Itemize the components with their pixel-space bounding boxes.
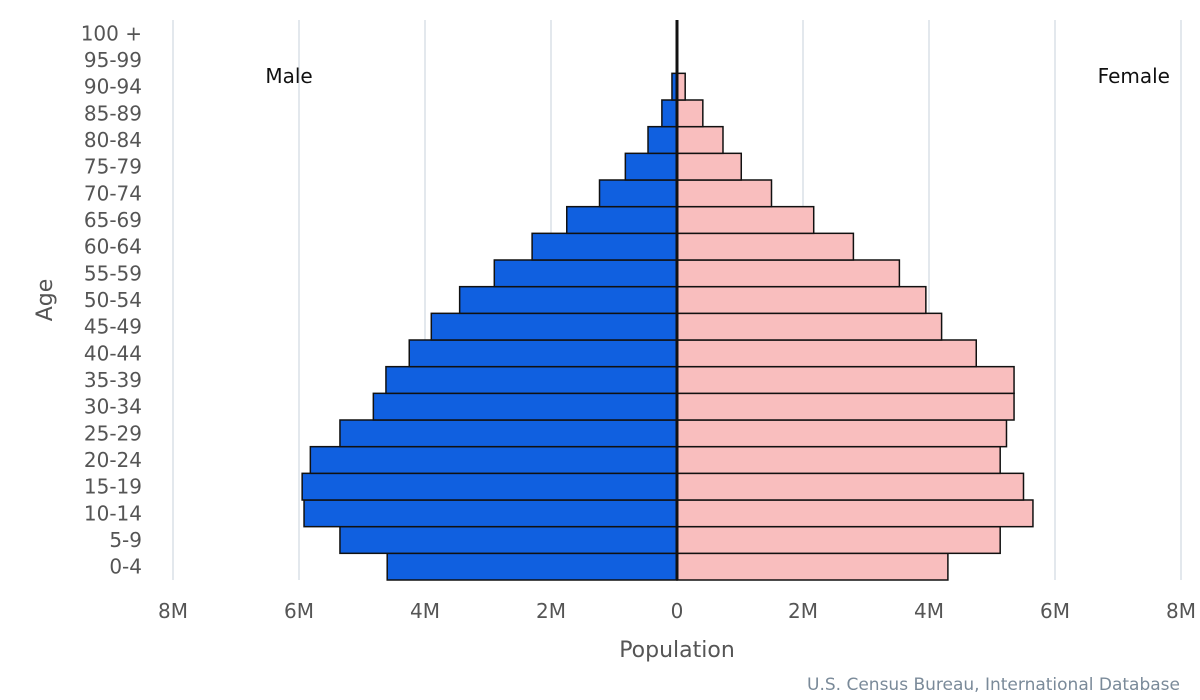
bar-female-40-44 <box>676 339 977 368</box>
bar-female-35-39 <box>676 365 1015 395</box>
bar-male-20-24 <box>309 445 678 475</box>
bar-male-40-44 <box>408 339 678 368</box>
x-tick-label: 4M <box>410 599 440 623</box>
y-tick-label: 85-89 <box>84 101 142 125</box>
bar-male-80-84 <box>647 125 678 155</box>
y-tick-label: 60-64 <box>84 235 142 259</box>
bar-male-85-89 <box>661 99 678 128</box>
y-tick-label: 15-19 <box>84 475 142 499</box>
y-axis-title: Age <box>33 279 58 322</box>
x-tick-label: 2M <box>536 599 566 623</box>
bar-female-0-4 <box>676 552 949 581</box>
x-tick-label: 4M <box>914 599 944 623</box>
x-tick-labels: 8M 6M 4M 2M 0 2M 4M 6M 8M <box>158 599 1196 623</box>
y-tick-label: 55-59 <box>84 261 142 285</box>
bar-female-70-74 <box>676 179 773 208</box>
y-tick-label: 5-9 <box>109 528 142 552</box>
bar-male-60-64 <box>531 232 678 261</box>
bar-male-70-74 <box>598 179 678 208</box>
bar-male-25-29 <box>339 419 678 448</box>
bar-male-65-69 <box>566 205 678 235</box>
bar-female-20-24 <box>676 445 1001 475</box>
x-tick-label: 8M <box>158 599 188 623</box>
male-side-label: Male <box>265 64 312 88</box>
bar-male-35-39 <box>385 365 678 395</box>
bar-female-25-29 <box>676 419 1008 448</box>
y-tick-label: 30-34 <box>84 395 142 419</box>
x-tick-label: 2M <box>788 599 818 623</box>
bar-female-55-59 <box>676 259 901 288</box>
source-credit: U.S. Census Bureau, International Databa… <box>807 675 1180 695</box>
x-tick-label: 0 <box>671 599 684 623</box>
y-tick-label: 70-74 <box>84 181 142 205</box>
y-tick-label: 100 + <box>81 21 142 45</box>
female-side-label: Female <box>1098 64 1170 88</box>
y-tick-label: 0-4 <box>109 555 142 579</box>
bar-male-10-14 <box>303 499 678 528</box>
y-tick-label: 75-79 <box>84 155 142 179</box>
y-tick-label: 35-39 <box>84 368 142 392</box>
bar-female-45-49 <box>676 312 943 341</box>
bar-male-5-9 <box>339 525 678 555</box>
bar-male-30-34 <box>372 392 678 421</box>
bar-female-15-19 <box>676 472 1025 501</box>
y-tick-label: 95-99 <box>84 48 142 72</box>
x-tick-label: 6M <box>284 599 314 623</box>
bar-male-0-4 <box>386 552 678 581</box>
y-tick-label: 45-49 <box>84 315 142 339</box>
x-tick-label: 8M <box>1166 599 1196 623</box>
bar-female-75-79 <box>676 152 743 181</box>
bar-female-10-14 <box>676 499 1034 528</box>
bar-female-85-89 <box>676 99 704 128</box>
x-axis-title: Population <box>619 638 735 663</box>
y-tick-label: 90-94 <box>84 75 142 99</box>
bar-female-30-34 <box>676 392 1015 421</box>
y-tick-label: 25-29 <box>84 421 142 445</box>
y-tick-label: 40-44 <box>84 341 142 365</box>
bar-male-15-19 <box>301 472 678 501</box>
y-tick-label: 80-84 <box>84 128 142 152</box>
y-tick-label: 65-69 <box>84 208 142 232</box>
bar-male-50-54 <box>458 285 678 315</box>
y-tick-label: 10-14 <box>84 501 142 525</box>
bar-female-5-9 <box>676 525 1001 555</box>
bar-female-65-69 <box>676 205 815 235</box>
bar-male-75-79 <box>624 152 678 181</box>
bar-male-45-49 <box>430 312 678 341</box>
x-tick-label: 6M <box>1040 599 1070 623</box>
bars <box>301 72 1034 581</box>
bar-female-50-54 <box>676 285 927 315</box>
bar-female-60-64 <box>676 232 855 261</box>
bar-male-55-59 <box>493 259 678 288</box>
bar-female-80-84 <box>676 125 724 155</box>
y-tick-label: 50-54 <box>84 288 142 312</box>
y-tick-label: 20-24 <box>84 448 142 472</box>
